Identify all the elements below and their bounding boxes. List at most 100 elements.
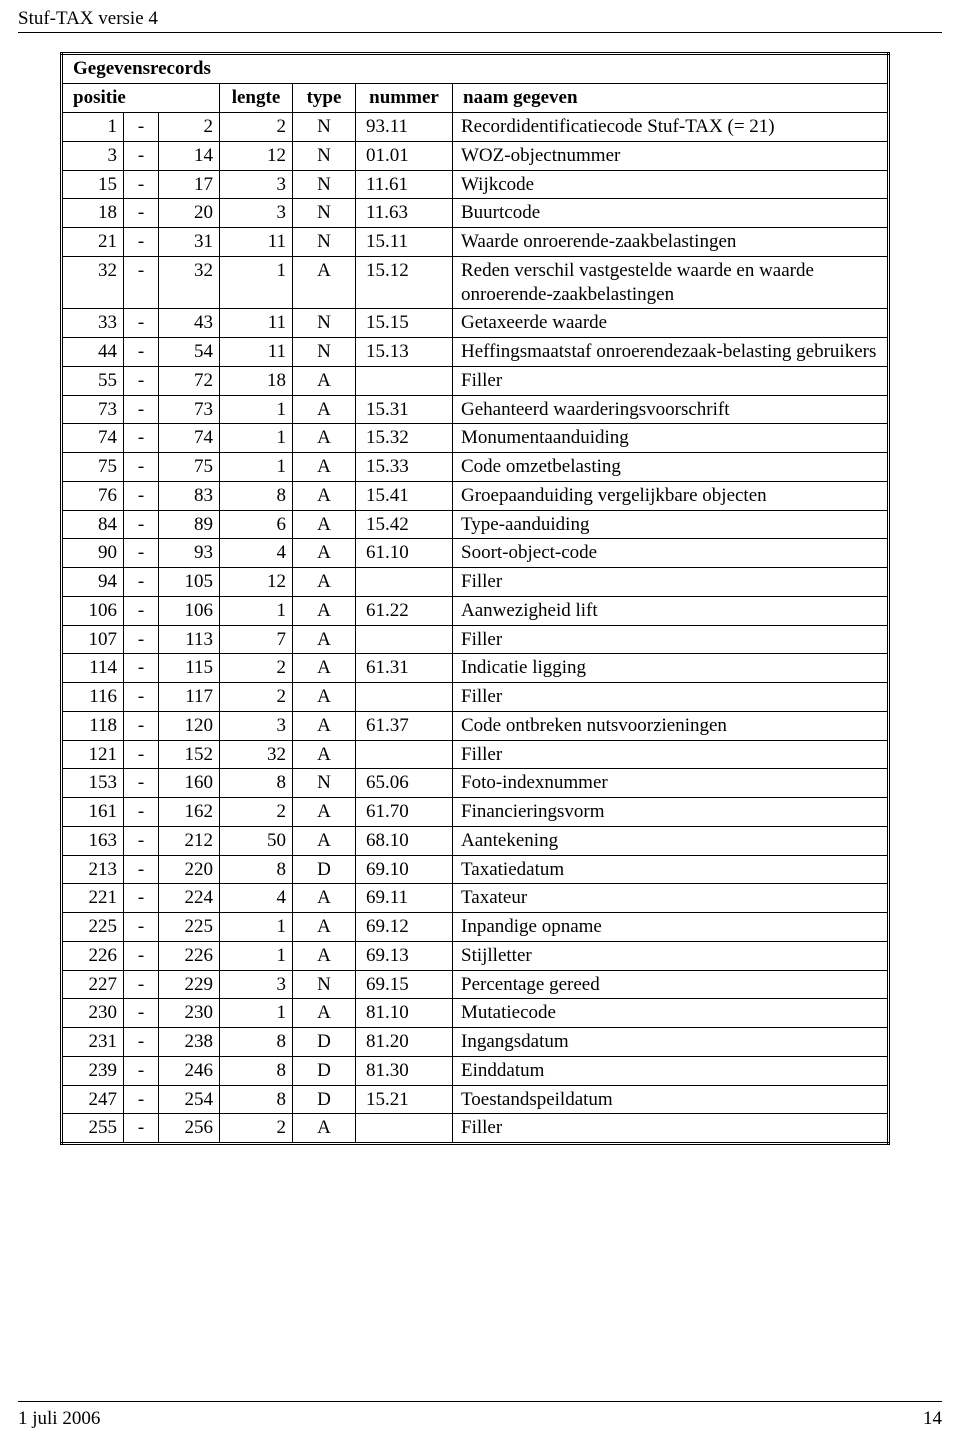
footer-rule [18,1401,942,1402]
cell-pos-dash: - [124,256,159,309]
cell-length: 32 [220,740,293,769]
cell-length: 8 [220,855,293,884]
cell-name: Stijlletter [453,941,889,970]
cell-pos-dash: - [124,199,159,228]
cell-pos-dash: - [124,941,159,970]
table-row: 1-22N93.11Recordidentificatiecode Stuf-T… [62,113,889,142]
cell-pos-start: 255 [62,1114,124,1144]
cell-pos-end: 74 [159,424,220,453]
cell-number: 81.10 [356,999,453,1028]
cell-number: 61.37 [356,711,453,740]
cell-type: A [293,510,356,539]
cell-pos-dash: - [124,970,159,999]
cell-name: Aantekening [453,826,889,855]
cell-pos-end: 14 [159,141,220,170]
cell-length: 2 [220,654,293,683]
cell-name: Heffingsmaatstaf onroerendezaak-belastin… [453,338,889,367]
cell-type: A [293,654,356,683]
table-row: 161-1622A61.70Financieringsvorm [62,798,889,827]
cell-pos-dash: - [124,1085,159,1114]
cell-type: A [293,740,356,769]
cell-pos-dash: - [124,309,159,338]
cell-length: 2 [220,683,293,712]
cell-type: A [293,366,356,395]
cell-pos-dash: - [124,798,159,827]
cell-type: A [293,941,356,970]
cell-number: 15.12 [356,256,453,309]
cell-pos-end: 152 [159,740,220,769]
table-row: 21-3111N15.11Waarde onroerende-zaakbelas… [62,228,889,257]
table-row: 221-2244A69.11Taxateur [62,884,889,913]
cell-name: Code omzetbelasting [453,453,889,482]
footer-page: 14 [923,1408,942,1430]
cell-number: 81.30 [356,1056,453,1085]
cell-pos-start: 161 [62,798,124,827]
cell-length: 2 [220,1114,293,1144]
cell-name: Financieringsvorm [453,798,889,827]
cell-pos-end: 83 [159,481,220,510]
cell-pos-dash: - [124,453,159,482]
table-row: 18-203N11.63Buurtcode [62,199,889,228]
cell-length: 2 [220,113,293,142]
cell-number [356,740,453,769]
cell-length: 1 [220,453,293,482]
cell-length: 8 [220,1085,293,1114]
table-row: 55-7218AFiller [62,366,889,395]
cell-pos-end: 225 [159,913,220,942]
cell-type: D [293,1085,356,1114]
cell-length: 3 [220,199,293,228]
cell-type: A [293,798,356,827]
content: Gegevensrecords positie lengte type numm… [60,52,900,1145]
cell-length: 1 [220,999,293,1028]
table-title: Gegevensrecords [62,54,889,84]
cell-length: 3 [220,970,293,999]
cell-name: Recordidentificatiecode Stuf-TAX (= 21) [453,113,889,142]
col-positie: positie [62,84,220,113]
cell-pos-dash: - [124,1114,159,1144]
cell-number: 11.63 [356,199,453,228]
cell-number: 15.15 [356,309,453,338]
cell-pos-end: 230 [159,999,220,1028]
cell-pos-start: 153 [62,769,124,798]
cell-name: WOZ-objectnummer [453,141,889,170]
cell-name: Toestandspeildatum [453,1085,889,1114]
table-row: 114-1152A61.31Indicatie ligging [62,654,889,683]
cell-name: Getaxeerde waarde [453,309,889,338]
cell-pos-start: 21 [62,228,124,257]
cell-pos-end: 246 [159,1056,220,1085]
cell-pos-end: 226 [159,941,220,970]
cell-length: 7 [220,625,293,654]
cell-type: A [293,625,356,654]
table-row: 116-1172AFiller [62,683,889,712]
cell-pos-end: 93 [159,539,220,568]
cell-pos-start: 32 [62,256,124,309]
cell-pos-dash: - [124,141,159,170]
cell-number: 69.10 [356,855,453,884]
table-row: 163-21250A68.10Aantekening [62,826,889,855]
cell-length: 50 [220,826,293,855]
table-row: 33-4311N15.15Getaxeerde waarde [62,309,889,338]
cell-pos-end: 160 [159,769,220,798]
cell-name: Filler [453,740,889,769]
cell-name: Buurtcode [453,199,889,228]
cell-pos-dash: - [124,510,159,539]
cell-length: 11 [220,309,293,338]
cell-type: A [293,424,356,453]
cell-name: Taxatiedatum [453,855,889,884]
cell-name: Filler [453,568,889,597]
table-row: 73-731A15.31Gehanteerd waarderingsvoorsc… [62,395,889,424]
cell-name: Gehanteerd waarderingsvoorschrift [453,395,889,424]
data-table: Gegevensrecords positie lengte type numm… [60,52,890,1145]
cell-pos-dash: - [124,625,159,654]
cell-name: Filler [453,683,889,712]
table-row: 227-2293N69.15Percentage gereed [62,970,889,999]
col-lengte: lengte [220,84,293,113]
cell-number: 61.10 [356,539,453,568]
col-naam: naam gegeven [453,84,889,113]
cell-pos-dash: - [124,711,159,740]
cell-name: Groepaanduiding vergelijkbare objecten [453,481,889,510]
cell-length: 1 [220,596,293,625]
cell-number: 81.20 [356,1028,453,1057]
cell-name: Inpandige opname [453,913,889,942]
cell-number: 61.31 [356,654,453,683]
